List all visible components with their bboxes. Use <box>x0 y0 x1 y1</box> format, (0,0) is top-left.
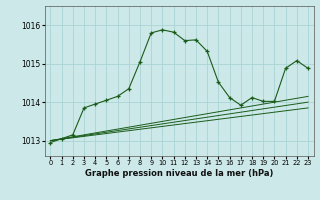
X-axis label: Graphe pression niveau de la mer (hPa): Graphe pression niveau de la mer (hPa) <box>85 169 273 178</box>
